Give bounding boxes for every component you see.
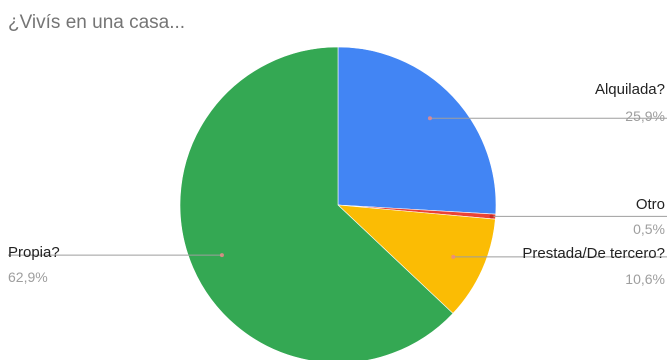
leader-dot-3 xyxy=(451,254,456,259)
slice-label-2: Otro xyxy=(636,196,665,213)
pie-slices xyxy=(179,46,497,360)
leader-dot-4 xyxy=(219,253,224,258)
slice-label-4: Propia? xyxy=(8,244,60,261)
pie-slice-1 xyxy=(337,46,497,215)
pie-slice-4 xyxy=(179,46,454,360)
leader-dot-1 xyxy=(427,116,432,121)
leader-dot-2 xyxy=(489,214,494,219)
slice-percent-4: 62,9% xyxy=(8,269,48,285)
slice-percent-1: 25,9% xyxy=(625,108,665,124)
slice-percent-3: 10,6% xyxy=(625,271,665,287)
chart-title: ¿Vivís en una casa... xyxy=(8,12,185,33)
slice-label-3: Prestada/De tercero? xyxy=(522,245,665,262)
slice-label-1: Alquilada? xyxy=(595,81,665,98)
slice-labels: Alquilada? 25,9% Otro 0,5% Prestada/De terce… xyxy=(8,81,667,287)
slice-percent-2: 0,5% xyxy=(633,221,665,237)
pie-slice-3 xyxy=(337,204,496,314)
